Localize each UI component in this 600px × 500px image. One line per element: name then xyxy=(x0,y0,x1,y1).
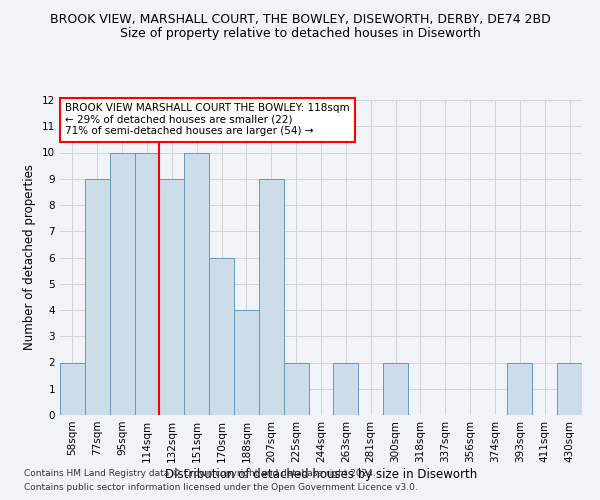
Y-axis label: Number of detached properties: Number of detached properties xyxy=(23,164,37,350)
Bar xyxy=(234,310,259,415)
Bar xyxy=(209,258,234,415)
Text: BROOK VIEW, MARSHALL COURT, THE BOWLEY, DISEWORTH, DERBY, DE74 2BD: BROOK VIEW, MARSHALL COURT, THE BOWLEY, … xyxy=(50,12,550,26)
Bar xyxy=(284,362,308,415)
Bar xyxy=(134,152,160,415)
Bar xyxy=(184,152,209,415)
Text: Size of property relative to detached houses in Diseworth: Size of property relative to detached ho… xyxy=(119,28,481,40)
Bar xyxy=(259,179,284,415)
Text: Contains public sector information licensed under the Open Government Licence v3: Contains public sector information licen… xyxy=(24,484,418,492)
X-axis label: Distribution of detached houses by size in Diseworth: Distribution of detached houses by size … xyxy=(165,468,477,480)
Bar xyxy=(334,362,358,415)
Text: Contains HM Land Registry data © Crown copyright and database right 2024.: Contains HM Land Registry data © Crown c… xyxy=(24,468,376,477)
Bar xyxy=(508,362,532,415)
Bar xyxy=(110,152,134,415)
Bar xyxy=(85,179,110,415)
Text: BROOK VIEW MARSHALL COURT THE BOWLEY: 118sqm
← 29% of detached houses are smalle: BROOK VIEW MARSHALL COURT THE BOWLEY: 11… xyxy=(65,103,350,136)
Bar xyxy=(160,179,184,415)
Bar xyxy=(383,362,408,415)
Bar xyxy=(60,362,85,415)
Bar xyxy=(557,362,582,415)
